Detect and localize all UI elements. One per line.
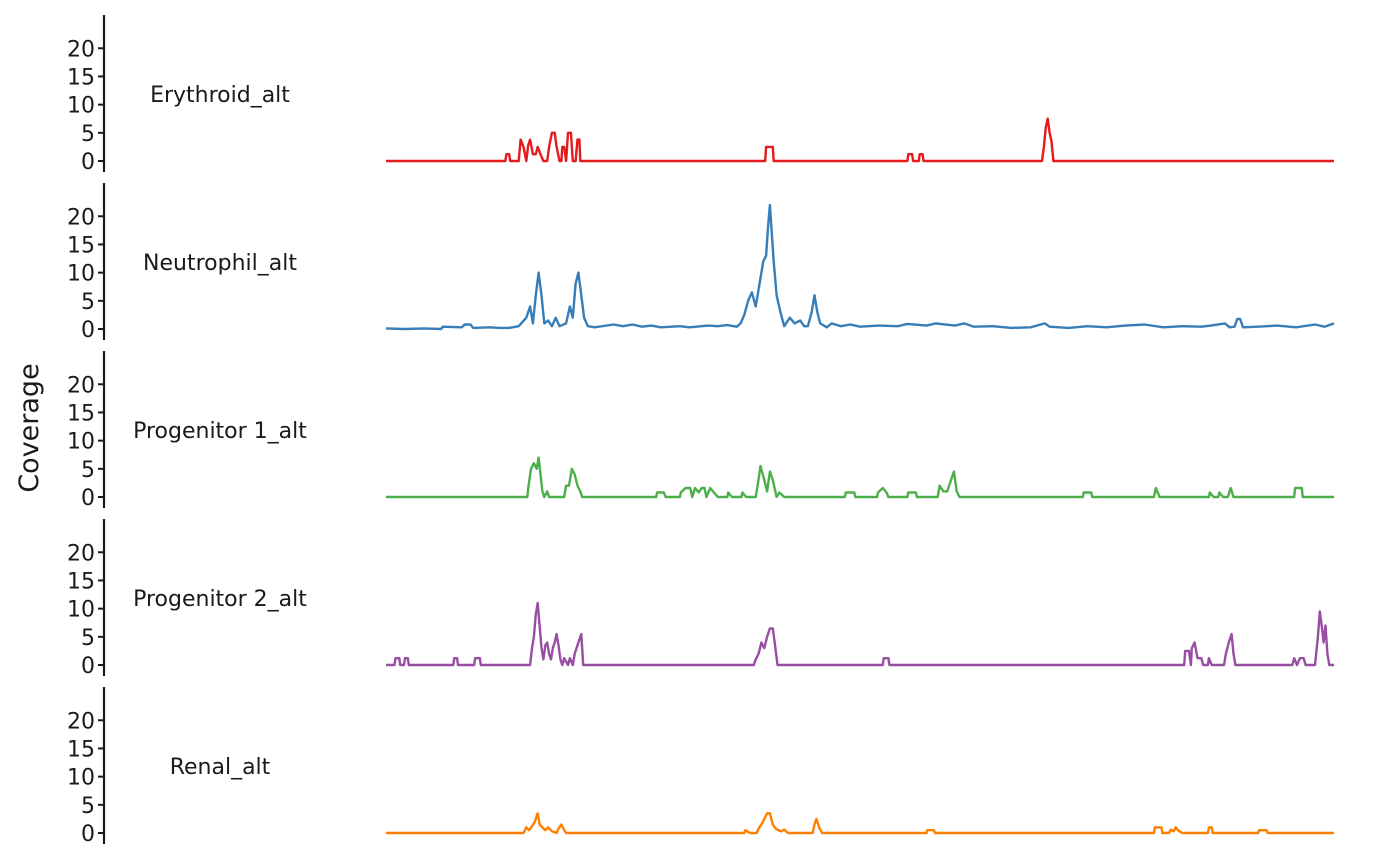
panel-3: 0 5 10 15 20 Progenitor 1_alt bbox=[67, 351, 1334, 511]
y-tick-label-4-15: 15 bbox=[67, 569, 95, 594]
y-tick-label-5-15: 15 bbox=[67, 737, 95, 762]
series-line-5 bbox=[386, 812, 1334, 835]
panel-label-3: Progenitor 1_alt bbox=[133, 419, 307, 444]
y-tick-label-4-10: 10 bbox=[67, 598, 95, 623]
series-line-3 bbox=[386, 456, 1334, 499]
y-tick-label-3-10: 10 bbox=[67, 430, 95, 455]
y-tick-label-3-5: 5 bbox=[81, 458, 95, 483]
y-tick-label-4-20: 20 bbox=[67, 541, 95, 566]
y-tick-label-4-5: 5 bbox=[81, 626, 95, 651]
y-tick-label-3-0: 0 bbox=[81, 486, 95, 511]
y-tick-label-5-10: 10 bbox=[67, 766, 95, 791]
y-tick-label-5-20: 20 bbox=[67, 709, 95, 734]
panel-label-1: Erythroid_alt bbox=[150, 83, 290, 108]
panel-label-4: Progenitor 2_alt bbox=[133, 587, 307, 612]
panel-5: 0 5 10 15 20 Renal_alt bbox=[67, 687, 1334, 847]
y-tick-label-2-20: 20 bbox=[67, 205, 95, 230]
panels: 0 5 10 15 20 Erythroid_alt 0 5 10 15 20 Neutrophil_… bbox=[67, 15, 1335, 847]
panel-label-5: Renal_alt bbox=[170, 755, 271, 780]
panel-label-2: Neutrophil_alt bbox=[143, 251, 297, 276]
panel-4: 0 5 10 15 20 Progenitor 2_alt bbox=[67, 519, 1334, 679]
y-tick-label-2-10: 10 bbox=[67, 262, 95, 287]
panel-2: 0 5 10 15 20 Neutrophil_alt bbox=[67, 183, 1335, 343]
y-tick-label-3-15: 15 bbox=[67, 401, 95, 426]
y-tick-label-5-0: 0 bbox=[81, 822, 95, 847]
series-line-4 bbox=[386, 601, 1334, 667]
y-tick-label-2-5: 5 bbox=[81, 290, 95, 315]
panel-1: 0 5 10 15 20 Erythroid_alt bbox=[67, 15, 1334, 175]
y-tick-label-1-20: 20 bbox=[67, 37, 95, 62]
y-tick-label-4-0: 0 bbox=[81, 654, 95, 679]
series-line-1 bbox=[386, 117, 1334, 163]
y-tick-label-3-20: 20 bbox=[67, 373, 95, 398]
y-tick-label-5-5: 5 bbox=[81, 794, 95, 819]
y-tick-label-1-10: 10 bbox=[67, 94, 95, 119]
y-tick-label-1-15: 15 bbox=[67, 65, 95, 90]
y-tick-label-1-5: 5 bbox=[81, 122, 95, 147]
y-tick-label-1-0: 0 bbox=[81, 150, 95, 175]
y-tick-label-2-15: 15 bbox=[67, 233, 95, 258]
series-line-2 bbox=[385, 203, 1335, 331]
y-tick-label-2-0: 0 bbox=[81, 318, 95, 343]
y-axis-label: Coverage bbox=[14, 363, 45, 492]
